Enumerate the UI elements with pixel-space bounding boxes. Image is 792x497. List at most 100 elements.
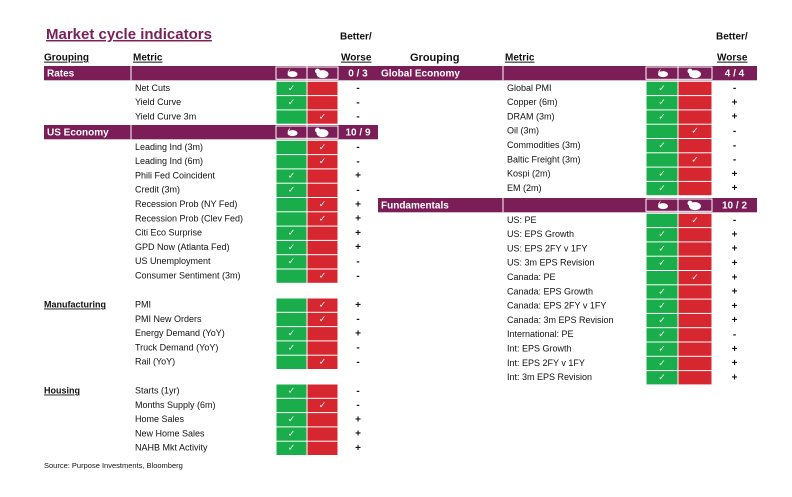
metric: PMI New Orders: [135, 314, 202, 324]
bear-cell: [307, 441, 338, 455]
metric: Canada: PE: [507, 272, 556, 282]
icon-horns: [284, 127, 291, 133]
change: +: [732, 112, 738, 123]
metric: Int: 3m EPS Revision: [507, 372, 592, 382]
check-mark: ✓: [658, 169, 666, 179]
change: +: [355, 242, 361, 253]
check-mark: ✓: [658, 111, 666, 121]
bull-cell: [646, 285, 678, 299]
group-label: Housing: [44, 386, 80, 396]
bull-cell: [276, 110, 307, 124]
header-metric: Metric: [505, 53, 535, 64]
bear-cell: [307, 327, 338, 341]
check-mark: ✓: [319, 156, 327, 166]
check-mark: ✓: [658, 301, 666, 311]
change: -: [733, 83, 736, 94]
change: +: [355, 443, 361, 454]
bear-cell: [678, 228, 712, 242]
change: +: [355, 300, 361, 311]
check-mark: ✓: [319, 199, 327, 209]
bull-cell: [276, 312, 307, 327]
change: -: [733, 215, 736, 226]
bull-cell: [276, 183, 307, 197]
bear-cell: [307, 298, 338, 312]
metric: DRAM (3m): [507, 111, 555, 121]
bull-cell: [276, 327, 307, 341]
bear-cell: [307, 212, 338, 226]
bear-cell: [307, 355, 338, 369]
change: +: [732, 229, 738, 240]
bear-cell: [307, 312, 338, 327]
change: +: [355, 328, 361, 339]
check-mark: ✓: [658, 183, 666, 193]
check-mark: ✓: [658, 83, 666, 93]
bull-cell: [276, 96, 307, 110]
bear-cell: [307, 427, 338, 441]
icon-head: [315, 68, 320, 74]
icon-body: [287, 130, 298, 137]
metric: Recession Prob (Clev Fed): [135, 213, 243, 223]
header-metric: Metric: [133, 53, 163, 64]
bull-cell: [646, 356, 678, 371]
header-worse: Worse: [341, 53, 372, 64]
check-mark: ✓: [288, 242, 296, 252]
change: +: [732, 287, 738, 298]
change: +: [732, 358, 738, 369]
check-mark: ✓: [658, 229, 666, 239]
change: +: [732, 301, 738, 312]
check-mark: ✓: [288, 256, 296, 266]
bull-cell: [276, 226, 307, 240]
check-mark: ✓: [658, 315, 666, 325]
change: +: [732, 244, 738, 255]
bear-cell: [307, 198, 338, 212]
metric: Leading Ind (6m): [135, 156, 203, 166]
bear-cell: [678, 242, 712, 256]
metric: Energy Demand (YoY): [135, 328, 225, 338]
check-mark: ✓: [288, 443, 296, 453]
bull-cell: [276, 240, 307, 255]
bear-icon: [687, 200, 701, 211]
metric: New Home Sales: [135, 428, 205, 438]
bear-cell: [307, 341, 338, 355]
check-mark: ✓: [691, 272, 699, 282]
check-mark: ✓: [288, 328, 296, 338]
bear-icon: [687, 68, 701, 79]
check-mark: ✓: [658, 372, 666, 382]
bull-cell: [646, 228, 678, 242]
bull-cell: [646, 110, 678, 124]
metric: US: 3m EPS Revision: [507, 258, 595, 268]
change: -: [733, 126, 736, 137]
bear-cell: [678, 356, 712, 371]
metric: Yield Curve: [135, 97, 181, 107]
section-score: 0 / 3: [348, 68, 368, 79]
bar-divider: [645, 66, 713, 80]
check-mark: ✓: [691, 154, 699, 164]
check-mark: ✓: [288, 97, 296, 107]
change: -: [356, 142, 359, 153]
bull-cell: [646, 124, 678, 138]
change: -: [356, 271, 359, 282]
change: +: [355, 429, 361, 440]
check-mark: ✓: [691, 215, 699, 225]
bear-cell: [307, 110, 338, 124]
check-mark: ✓: [288, 386, 296, 396]
bear-cell: [678, 124, 712, 138]
metric: Yield Curve 3m: [135, 111, 196, 121]
check-mark: ✓: [319, 300, 327, 310]
bear-cell: [678, 167, 712, 181]
bull-cell: [276, 155, 307, 169]
bear-cell: [307, 155, 338, 169]
bull-cell: [646, 242, 678, 256]
metric: US: EPS Growth: [507, 229, 574, 239]
change: -: [356, 386, 359, 397]
metric: Baltic Freight (3m): [507, 154, 581, 164]
section-name: Rates: [47, 68, 75, 79]
metric: NAHB Mkt Activity: [135, 443, 208, 453]
check-mark: ✓: [319, 314, 327, 324]
check-mark: ✓: [658, 358, 666, 368]
bear-cell: [307, 169, 338, 183]
bear-cell: [678, 342, 712, 356]
bear-cell: [678, 313, 712, 328]
check-mark: ✓: [658, 329, 666, 339]
